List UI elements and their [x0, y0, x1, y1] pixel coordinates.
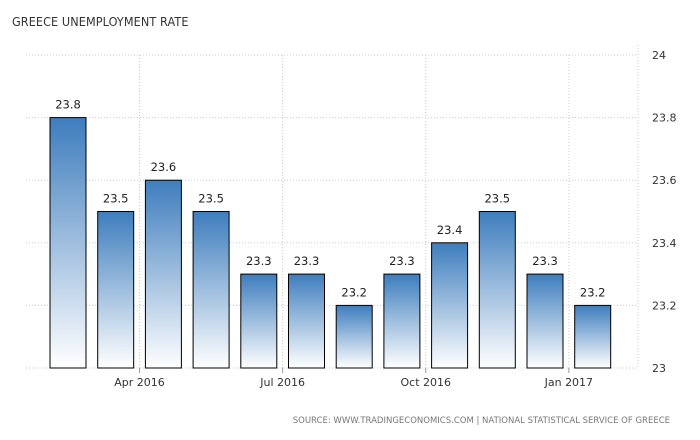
x-tick-label: Jul 2016 — [259, 376, 305, 389]
y-tick-label: 23.6 — [652, 174, 677, 187]
bar[interactable] — [144, 179, 182, 369]
bars — [49, 117, 612, 369]
y-axis-ticks: 23 23.2 23.4 23.6 23.8 24 — [652, 49, 677, 375]
data-label: 23.6 — [151, 160, 177, 174]
data-label: 23.2 — [580, 285, 606, 299]
x-axis-ticks: Apr 2016 Jul 2016 Oct 2016 Jan 2017 — [114, 368, 593, 389]
y-tick-label: 24 — [652, 49, 666, 62]
chart-source: SOURCE: WWW.TRADINGECONOMICS.COM | NATIO… — [292, 416, 670, 426]
bar[interactable] — [383, 273, 421, 369]
bar[interactable] — [574, 304, 612, 369]
bar[interactable] — [49, 117, 87, 369]
data-label: 23.5 — [484, 192, 510, 206]
y-tick-label: 23.4 — [652, 237, 677, 250]
bar[interactable] — [478, 211, 516, 369]
chart-title: GREECE UNEMPLOYMENT RATE — [12, 14, 189, 29]
bar[interactable] — [97, 211, 135, 369]
bar[interactable] — [526, 273, 564, 369]
bar[interactable] — [288, 273, 325, 369]
data-label: 23.8 — [55, 98, 81, 112]
data-label: 23.2 — [341, 285, 367, 299]
x-tick-label: Jan 2017 — [544, 376, 593, 389]
bar[interactable] — [431, 242, 469, 369]
y-tick-label: 23.8 — [652, 112, 677, 125]
data-label: 23.3 — [532, 254, 558, 268]
x-tick-label: Oct 2016 — [400, 376, 451, 389]
data-label: 23.3 — [246, 254, 272, 268]
data-label: 23.5 — [103, 192, 129, 206]
data-label: 23.5 — [198, 192, 224, 206]
bar[interactable] — [240, 273, 278, 369]
y-tick-label: 23.2 — [652, 299, 677, 312]
bar[interactable] — [192, 211, 230, 369]
data-label: 23.3 — [389, 254, 415, 268]
bar[interactable] — [335, 304, 373, 369]
grid — [26, 45, 639, 369]
y-tick-label: 23 — [652, 362, 666, 375]
data-label: 23.3 — [294, 254, 320, 268]
x-tick-label: Apr 2016 — [114, 376, 165, 389]
data-labels: 23.8 23.5 23.6 23.5 23.3 23.3 23.2 23.3 23.4 23.5… — [55, 98, 605, 300]
data-label: 23.4 — [437, 223, 463, 237]
